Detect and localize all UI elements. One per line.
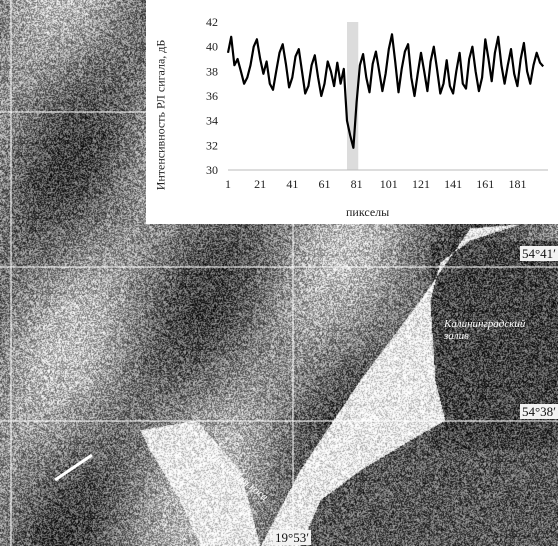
x-tick-label: 121 bbox=[412, 177, 430, 191]
x-tick-label: 81 bbox=[351, 177, 363, 191]
x-tick-label: 181 bbox=[508, 177, 526, 191]
y-tick-label: 32 bbox=[206, 138, 218, 152]
y-tick-label: 42 bbox=[206, 15, 218, 29]
y-tick-label: 38 bbox=[206, 64, 218, 78]
series-line bbox=[226, 33, 545, 149]
y-axis-label: Интенсивность РЛ сигала, дБ bbox=[153, 39, 168, 191]
x-tick-label: 161 bbox=[476, 177, 494, 191]
highlight-band bbox=[346, 22, 359, 170]
longitude-label: 19°53′ bbox=[273, 530, 312, 545]
x-tick-label: 41 bbox=[286, 177, 298, 191]
x-axis-label: пикселы bbox=[346, 205, 390, 219]
y-tick-label: 40 bbox=[206, 40, 218, 54]
y-axis-label-box: Интенсивность РЛ сигала, дБ bbox=[150, 30, 172, 200]
bay-label: Калининградский залив bbox=[444, 318, 526, 342]
x-tick-label: 21 bbox=[254, 177, 266, 191]
x-tick-label: 1 bbox=[225, 177, 231, 191]
chart-panel: 30 32 34 36 38 40 42 1 21 41 61 81 101 121 141 161 181 И… bbox=[146, 0, 558, 224]
latitude-label-lower: 54°38′ bbox=[519, 404, 558, 419]
x-tick-label: 141 bbox=[444, 177, 462, 191]
x-tick-label: 61 bbox=[318, 177, 330, 191]
y-tick-label: 30 bbox=[206, 163, 218, 177]
y-tick-label: 34 bbox=[206, 114, 218, 128]
y-tick-label: 36 bbox=[206, 89, 218, 103]
transect-line bbox=[54, 453, 93, 482]
latitude-label-upper: 54°41′ bbox=[519, 246, 558, 261]
x-tick-label: 101 bbox=[380, 177, 398, 191]
